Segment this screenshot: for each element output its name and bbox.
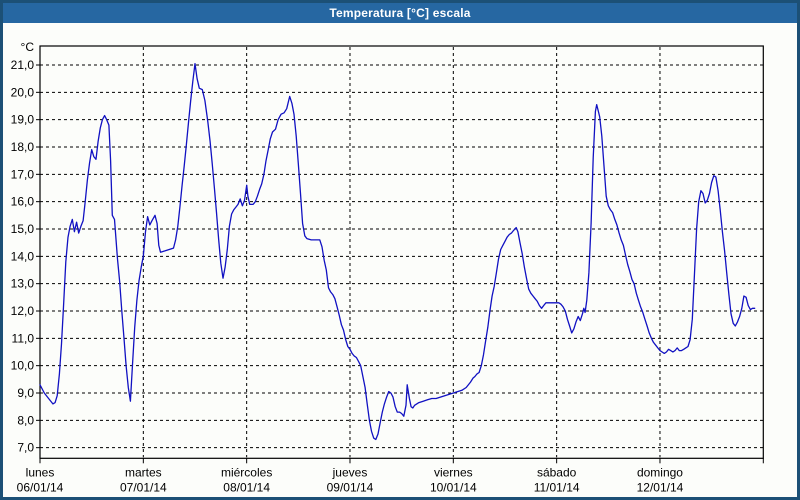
window-titlebar: Temperatura [°C] escala <box>3 3 797 23</box>
x-day-name: domingo <box>637 465 683 479</box>
x-day-date: 08/01/14 <box>223 480 270 494</box>
y-tick-label: 13,0 <box>11 277 35 291</box>
x-day-date: 07/01/14 <box>120 480 167 494</box>
y-tick-label: 14,0 <box>11 249 35 263</box>
y-tick-label: 8,0 <box>17 413 34 427</box>
y-tick-label: 15,0 <box>11 222 35 236</box>
y-tick-label: 21,0 <box>11 58 35 72</box>
window-title: Temperatura [°C] escala <box>329 6 471 20</box>
y-tick-label: 10,0 <box>11 359 35 373</box>
x-day-name: martes <box>125 465 162 479</box>
x-day-name: lunes <box>26 465 55 479</box>
x-day-name: jueves <box>332 465 368 479</box>
y-tick-label: 17,0 <box>11 167 35 181</box>
plot-border <box>39 45 764 459</box>
y-tick-label: 16,0 <box>11 195 35 209</box>
y-tick-label: 11,0 <box>12 331 35 345</box>
x-day-name: sábado <box>537 465 577 479</box>
temperature-line <box>39 62 756 441</box>
y-tick-label: 9,0 <box>17 386 34 400</box>
y-tick-label: 7,0 <box>17 441 34 455</box>
y-tick-label: 19,0 <box>11 113 35 127</box>
x-day-date: 12/01/14 <box>637 480 684 494</box>
x-day-date: 09/01/14 <box>327 480 374 494</box>
y-axis-unit-label: °C <box>21 40 35 54</box>
x-day-date: 06/01/14 <box>17 480 64 494</box>
y-tick-label: 12,0 <box>11 304 35 318</box>
x-day-name: miércoles <box>221 465 272 479</box>
y-tick-label: 20,0 <box>11 85 35 99</box>
x-day-date: 10/01/14 <box>430 480 477 494</box>
y-tick-label: 18,0 <box>11 140 35 154</box>
x-day-name: viernes <box>434 465 473 479</box>
x-day-date: 11/01/14 <box>534 480 580 494</box>
